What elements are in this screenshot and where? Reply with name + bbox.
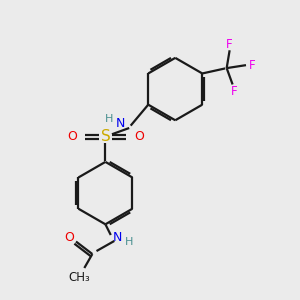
Text: H: H xyxy=(124,236,133,247)
Text: S: S xyxy=(100,129,110,144)
Text: CH₃: CH₃ xyxy=(69,271,90,284)
Text: F: F xyxy=(226,38,233,51)
Text: O: O xyxy=(67,130,77,143)
Text: F: F xyxy=(249,58,256,72)
Text: N: N xyxy=(112,231,122,244)
Text: F: F xyxy=(231,85,237,98)
Text: N: N xyxy=(116,117,125,130)
Text: H: H xyxy=(105,114,113,124)
Text: O: O xyxy=(134,130,144,143)
Text: O: O xyxy=(64,231,74,244)
